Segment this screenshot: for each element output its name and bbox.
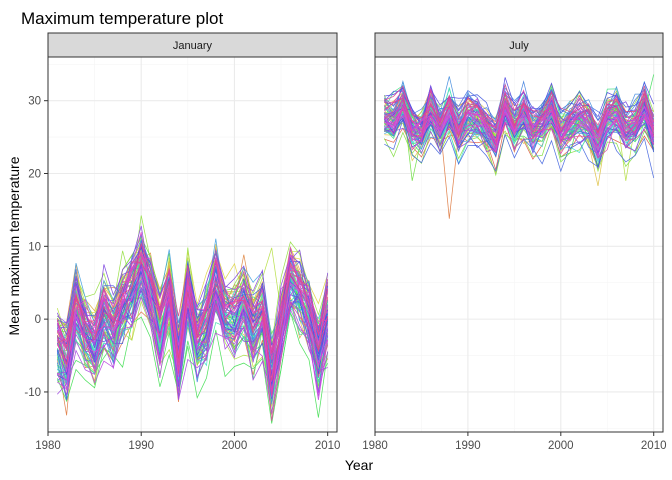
series-lines — [56, 215, 329, 424]
series-line — [57, 254, 329, 383]
facet-strip — [47, 32, 338, 58]
series-line — [384, 105, 654, 152]
series-line — [57, 278, 329, 413]
x-tick-label: 2010 — [641, 440, 667, 452]
series-line — [384, 118, 655, 178]
facet-strip-label: July — [509, 40, 529, 52]
panel-january: January 1980 1990 2000 2010 -10 0 10 20 30 — [24, 32, 341, 452]
y-axis-title: Mean maximum temperature — [6, 156, 22, 335]
series-line — [383, 107, 655, 159]
x-tick-label: 1980 — [35, 440, 61, 452]
series-line — [384, 119, 654, 160]
y-tick-label: 20 — [28, 169, 41, 181]
chart-title: Maximum temperature plot — [21, 9, 223, 28]
x-axis-title: Year — [345, 457, 374, 473]
x-tick-label: 2000 — [222, 440, 248, 452]
series-line — [384, 83, 655, 126]
x-tick-label: 1990 — [455, 440, 481, 452]
panel-july: July 1980 1990 2000 2010 — [362, 32, 667, 452]
series-line — [384, 89, 655, 138]
series-line — [57, 260, 329, 354]
x-tick-label: 1990 — [128, 440, 154, 452]
series-lines — [383, 74, 655, 219]
x-tick-label: 1980 — [362, 440, 388, 452]
series-line — [384, 85, 655, 144]
series-line — [56, 242, 329, 381]
y-tick-label: -10 — [24, 387, 41, 399]
series-line — [56, 261, 329, 396]
series-line — [384, 101, 655, 144]
series-line — [56, 256, 329, 421]
panel-background — [48, 57, 337, 432]
series-line — [384, 114, 655, 170]
facet-strip-label: January — [173, 40, 213, 52]
x-tick-label: 2000 — [548, 440, 574, 452]
facet-panels: January 1980 1990 2000 2010 -10 0 10 20 30 July 198… — [24, 32, 667, 452]
y-tick-label: 0 — [35, 314, 41, 326]
x-tick-label: 2010 — [315, 440, 341, 452]
series-line — [384, 92, 655, 144]
y-tick-label: 10 — [28, 241, 41, 253]
series-line — [56, 242, 329, 364]
facet-strip — [374, 32, 664, 58]
y-tick-label: 30 — [28, 96, 41, 108]
series-line — [57, 296, 329, 414]
